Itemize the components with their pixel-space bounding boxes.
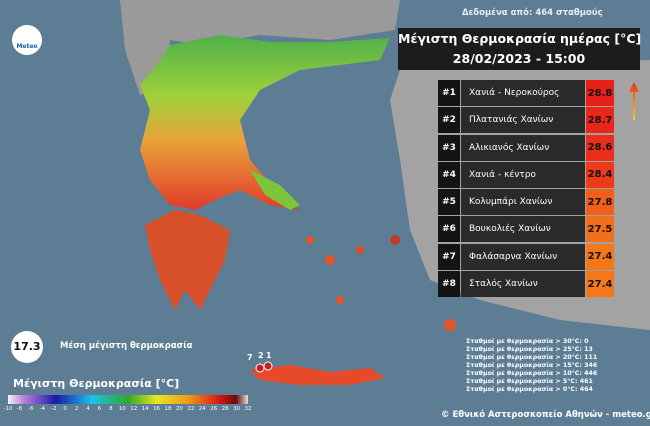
rank-number: #6 (438, 216, 460, 243)
marker-label: 7 (247, 353, 253, 362)
data-source: Δεδομένα από: 464 σταθμούς (462, 8, 603, 18)
rank-number: #1 (438, 80, 460, 106)
station-name: Αλικιανός Χανίων (461, 134, 585, 161)
rank-row: #8 Σταλός Χανίων 27.4 (438, 271, 614, 298)
rank-number: #7 (438, 243, 460, 270)
tick-label: 12 (130, 406, 138, 412)
tick-label: 22 (187, 406, 195, 412)
station-value: 28.4 (586, 161, 614, 188)
stat-line: Σταθμοί με θερμοκρασία > 0°C: 464 (466, 386, 593, 393)
stat-line: Σταθμοί με θερμοκρασία > 5°C: 461 (466, 378, 593, 385)
stat-line: Σταθμοί με θερμοκρασία > 30°C: 0 (466, 338, 589, 345)
title: Μέγιστη Θερμοκρασία ημέρας [°C] (398, 31, 642, 46)
tick-label: -4 (39, 406, 46, 412)
island (325, 255, 335, 265)
rank-row: #4 Χανιά - κέντρο 28.4 (438, 161, 614, 188)
station-value: 28.6 (586, 134, 614, 161)
tick-label: 14 (141, 406, 149, 412)
mainland (140, 35, 390, 210)
stat-line: Σταθμοί με θερμοκρασία > 20°C: 111 (466, 354, 598, 361)
station-value: 27.4 (586, 243, 614, 270)
land-north (150, 0, 400, 45)
tick-label: 28 (221, 406, 229, 412)
station-name: Χανιά - Νεροκούρος (461, 80, 585, 106)
station-name: Βουκολιές Χανίων (461, 216, 585, 243)
tick-label: 32 (244, 406, 252, 412)
tick-label: -2 (50, 406, 57, 412)
station-name: Φαλάσαρνα Χανίων (461, 243, 585, 270)
rank-number: #5 (438, 189, 460, 216)
footer: © Εθνικό Αστεροσκοπείο Αθηνών - meteo.gr (441, 410, 650, 420)
station-marker (263, 361, 273, 371)
station-marker (255, 363, 265, 373)
island (444, 319, 456, 331)
mean-value: 17.3 (11, 331, 43, 363)
marker-label: 2 (258, 351, 264, 360)
trend-arrow (629, 82, 639, 120)
mean-label: Μέση μέγιστη θερμοκρασία (60, 341, 193, 351)
marker-label: 1 (266, 351, 272, 360)
island (336, 296, 344, 304)
tick-label: 24 (198, 406, 206, 412)
euboea (250, 170, 300, 210)
tick-label: 26 (210, 406, 218, 412)
stat-line: Σταθμοί με θερμοκρασία > 25°C: 13 (466, 346, 593, 353)
rank-number: #2 (438, 107, 460, 134)
tick-label: 4 (86, 406, 90, 412)
datetime: 28/02/2023 - 15:00 (452, 51, 586, 66)
tick-label: 30 (233, 406, 241, 412)
rank-row: #5 Κολυμπάρι Χανίων 27.8 (438, 189, 614, 216)
tick-label: 6 (97, 406, 102, 412)
island (390, 235, 400, 245)
crete (250, 365, 385, 385)
stat-line: Σταθμοί με θερμοκρασία > 10°C: 446 (466, 370, 598, 377)
station-name: Κολυμπάρι Χανίων (461, 189, 585, 216)
station-name: Πλατανιάς Χανίων (461, 107, 585, 134)
tick-label: -6 (28, 406, 34, 412)
station-name: Σταλός Χανίων (461, 271, 585, 298)
station-stats: Σταθμοί με θερμοκρασία > 30°C: 0 Σταθμοί … (466, 338, 597, 394)
tick-label: 16 (153, 406, 161, 412)
tick-label: 20 (175, 406, 183, 412)
rank-row: #3 Αλικιανός Χανίων 28.6 (438, 134, 614, 161)
stat-line: Σταθμοί με θερμοκρασία > 15°C: 346 (466, 362, 598, 369)
colorbar (8, 395, 248, 404)
tick-label: -8 (16, 406, 23, 412)
station-value: 27.4 (586, 271, 614, 298)
rank-row: #7 Φαλάσαρνα Χανίων 27.4 (438, 243, 614, 270)
rank-row: #2 Πλατανιάς Χανίων 28.7 (438, 107, 614, 134)
legend-title: Μέγιστη Θερμοκρασία [°C] (13, 377, 180, 390)
tick-label: 2 (74, 406, 79, 412)
station-value: 27.8 (586, 189, 614, 216)
logo: Meteo (12, 25, 42, 55)
tick-label: 18 (164, 406, 172, 412)
title-box: Μέγιστη Θερμοκρασία ημέρας [°C] 28/02/202… (398, 28, 642, 70)
tick-label: 10 (118, 406, 126, 412)
rank-number: #8 (438, 271, 460, 298)
station-value: 28.8 (586, 80, 614, 106)
tick-label: 8 (109, 406, 113, 412)
island (306, 236, 314, 244)
station-name: Χανιά - κέντρο (461, 161, 585, 188)
legend-ticks: -10 -8 -6 -4 -2 0 2 4 6 8 10 12 14 16 18 20 22 24 26 28 30 32 (4, 406, 252, 416)
ranking: #1 Χανιά - Νεροκούρος 28.8 #2 Πλατανιάς Χανί… (438, 80, 614, 298)
rank-row: #6 Βουκολιές Χανίων 27.5 (438, 216, 614, 243)
tick-label: 0 (63, 406, 67, 412)
peloponnese (145, 210, 230, 310)
station-value: 27.5 (586, 216, 614, 243)
tick-label: -10 (3, 406, 13, 412)
island (356, 246, 364, 254)
rank-number: #3 (438, 134, 460, 161)
rank-row: #1 Χανιά - Νεροκούρος 28.8 (438, 80, 614, 106)
rank-number: #4 (438, 161, 460, 188)
station-value: 28.7 (586, 107, 614, 134)
